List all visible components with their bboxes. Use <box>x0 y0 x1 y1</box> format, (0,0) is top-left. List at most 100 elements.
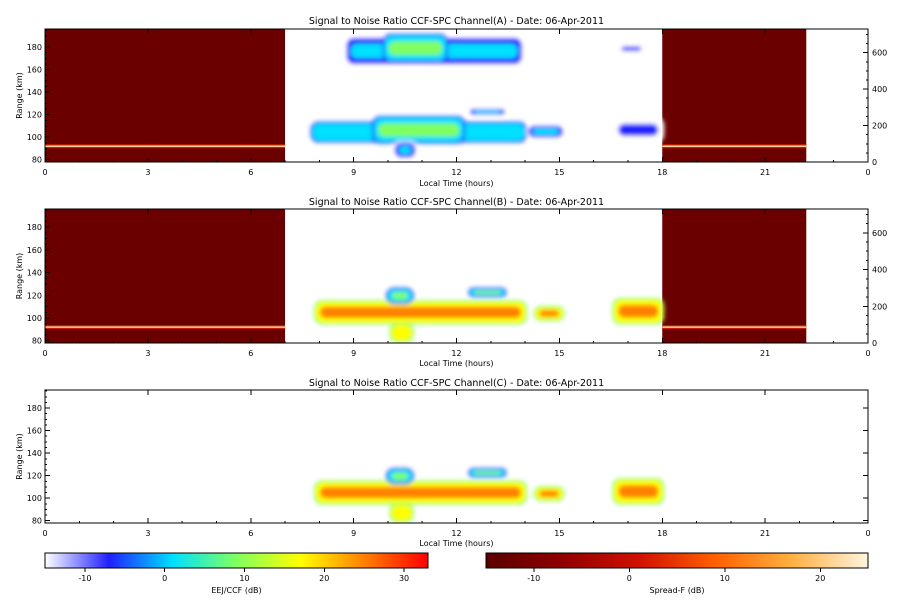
y-axis-label: Range (km) <box>15 433 24 480</box>
y-tick-label: 100 <box>27 494 42 503</box>
ccf-echo <box>618 304 659 318</box>
colorbar-tick-label: 30 <box>399 574 409 583</box>
spread-f-block <box>662 29 807 162</box>
colorbar-label: EEJ/CCF (dB) <box>211 586 261 595</box>
colorbar-tick-label: 20 <box>815 574 825 583</box>
x-tick-label: 0 <box>865 529 870 538</box>
ccf-echo <box>539 310 559 317</box>
x-tick-label: 21 <box>760 529 770 538</box>
chart-title: Signal to Noise Ratio CCF-SPC Channel(B)… <box>309 197 604 208</box>
colorbar-tick-label: -10 <box>78 574 91 583</box>
ccf-echo <box>391 292 408 300</box>
y-tick-label: 80 <box>32 337 42 346</box>
y2-tick-label: 400 <box>872 266 887 275</box>
ccf-echo <box>474 471 501 475</box>
colorbar-tick-label: 0 <box>627 574 632 583</box>
ccf-echo <box>319 306 522 319</box>
x-axis-label: Local Time (hours) <box>419 359 493 368</box>
x-tick-label: 3 <box>145 168 150 177</box>
y-tick-label: 160 <box>27 427 42 436</box>
ccf-echoes <box>310 33 665 160</box>
colorbar-tick-label: 10 <box>720 574 730 583</box>
colorbar-gradient <box>45 553 428 568</box>
colorbar-eej-ccf: -10 0 10 20 30 EEJ/CCF (dB) <box>44 552 429 595</box>
ccf-echo <box>378 123 460 137</box>
spread-f-block <box>45 209 286 343</box>
plot-area <box>45 209 807 343</box>
ccf-echo <box>539 490 559 497</box>
ccf-echo <box>474 290 501 295</box>
ccf-echo <box>391 472 408 480</box>
x-tick-label: 0 <box>865 168 870 177</box>
y2-tick-label: 0 <box>872 339 877 348</box>
x-tick-label: 15 <box>554 529 564 538</box>
ccf-echo <box>398 146 412 155</box>
y2-tick-label: 600 <box>872 49 887 58</box>
x-tick-label: 21 <box>760 168 770 177</box>
y-tick-label: 140 <box>27 269 42 278</box>
y2-tick-label: 0 <box>872 158 877 167</box>
colorbar-frame <box>485 552 869 569</box>
y-tick-label: 120 <box>27 472 42 481</box>
x-tick-label: 9 <box>351 349 356 358</box>
y2-tick-label: 200 <box>872 302 887 311</box>
ccf-echo <box>388 41 443 56</box>
ccf-echoes <box>313 287 665 343</box>
colorbar-spread-f: -10 0 10 20 Spread-F (dB) <box>485 552 869 595</box>
x-tick-label: 0 <box>42 168 47 177</box>
ccf-echo <box>474 110 501 114</box>
x-tick-label: 9 <box>351 529 356 538</box>
x-tick-label: 12 <box>451 168 461 177</box>
y-tick-label: 80 <box>32 517 42 526</box>
colorbar-tick-label: -10 <box>527 574 540 583</box>
x-tick-label: 12 <box>451 529 461 538</box>
colorbar-tick-label: 0 <box>162 574 167 583</box>
ccf-echo <box>618 485 659 498</box>
x-tick-label: 3 <box>145 529 150 538</box>
y-tick-label: 100 <box>27 314 42 323</box>
y-tick-label: 100 <box>27 133 42 142</box>
y-tick-label: 180 <box>27 404 42 413</box>
colorbar-tick-label: 10 <box>239 574 249 583</box>
x-tick-label: 18 <box>657 168 667 177</box>
colorbar-tick-label: 20 <box>319 574 329 583</box>
x-tick-label: 6 <box>248 168 253 177</box>
y2-tick-label: 600 <box>872 229 887 238</box>
ccf-echo <box>532 128 559 135</box>
ccf-echo <box>395 328 408 338</box>
colorbar-label: Spread-F (dB) <box>649 586 704 595</box>
spread-f-block <box>662 209 807 343</box>
y-axis-label: Range (km) <box>15 253 24 300</box>
ccf-echo <box>618 123 659 136</box>
y2-tick-label: 200 <box>872 122 887 131</box>
x-axis-label: Local Time (hours) <box>419 179 493 188</box>
chart-title: Signal to Noise Ratio CCF-SPC Channel(C)… <box>309 378 604 389</box>
plot-area <box>45 29 807 162</box>
plot-area <box>313 468 665 523</box>
y-tick-label: 140 <box>27 449 42 458</box>
ccf-echoes <box>313 468 665 523</box>
x-tick-label: 18 <box>657 529 667 538</box>
x-tick-label: 0 <box>42 529 47 538</box>
y-tick-label: 160 <box>27 246 42 255</box>
colorbar-frame <box>44 552 429 569</box>
ccf-echo <box>319 486 522 499</box>
spread-f-block <box>45 29 286 162</box>
x-tick-label: 21 <box>760 349 770 358</box>
x-tick-label: 6 <box>248 529 253 538</box>
x-tick-label: 9 <box>351 168 356 177</box>
x-tick-label: 15 <box>554 168 564 177</box>
y-tick-label: 120 <box>27 291 42 300</box>
y-tick-label: 80 <box>32 156 42 165</box>
x-tick-label: 0 <box>42 349 47 358</box>
x-tick-label: 6 <box>248 349 253 358</box>
ccf-echo <box>395 508 408 518</box>
chart-title: Signal to Noise Ratio CCF-SPC Channel(A)… <box>309 16 604 27</box>
x-tick-label: 18 <box>657 349 667 358</box>
x-tick-label: 12 <box>451 349 461 358</box>
y2-tick-label: 400 <box>872 85 887 94</box>
panel-channel-b: 0 3 6 9 12 15 18 21 0801001201401601800200400600… <box>15 197 887 368</box>
x-tick-label: 15 <box>554 349 564 358</box>
